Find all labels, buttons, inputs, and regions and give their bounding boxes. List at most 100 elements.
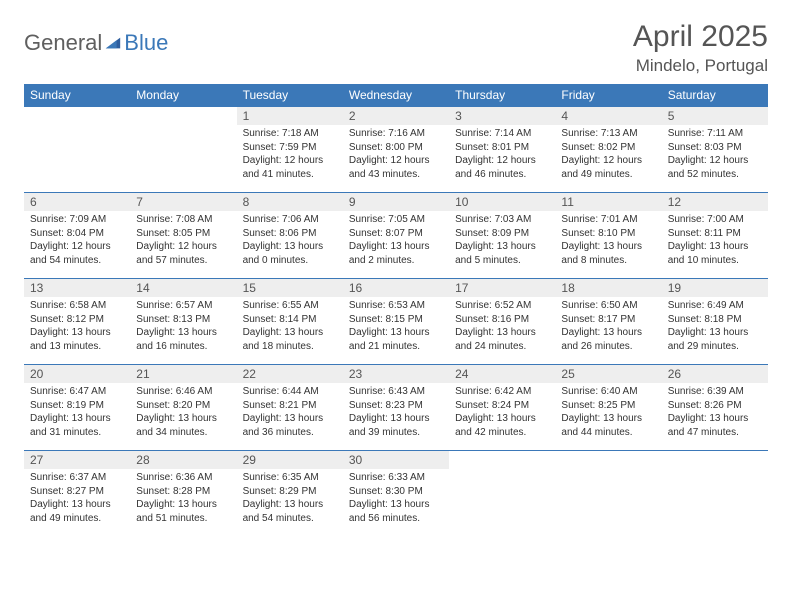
daylight-line: Daylight: 12 hours and 46 minutes. (455, 154, 549, 181)
sunrise-line: Sunrise: 7:09 AM (30, 213, 124, 227)
daylight-line: Daylight: 13 hours and 39 minutes. (349, 412, 443, 439)
day-details: Sunrise: 6:43 AMSunset: 8:23 PMDaylight:… (343, 383, 449, 443)
sunset-line: Sunset: 7:59 PM (243, 141, 337, 155)
sunset-line: Sunset: 8:13 PM (136, 313, 230, 327)
sunrise-line: Sunrise: 6:40 AM (561, 385, 655, 399)
daylight-line: Daylight: 13 hours and 31 minutes. (30, 412, 124, 439)
day-number: 18 (555, 279, 661, 297)
calendar-week: 20Sunrise: 6:47 AMSunset: 8:19 PMDayligh… (24, 365, 768, 451)
sunset-line: Sunset: 8:18 PM (668, 313, 762, 327)
day-details: Sunrise: 7:06 AMSunset: 8:06 PMDaylight:… (237, 211, 343, 271)
calendar-cell: 16Sunrise: 6:53 AMSunset: 8:15 PMDayligh… (343, 279, 449, 365)
day-number: 25 (555, 365, 661, 383)
calendar-cell (555, 451, 661, 537)
daylight-line: Daylight: 13 hours and 13 minutes. (30, 326, 124, 353)
daylight-line: Daylight: 13 hours and 42 minutes. (455, 412, 549, 439)
sunrise-line: Sunrise: 6:52 AM (455, 299, 549, 313)
calendar-cell: 14Sunrise: 6:57 AMSunset: 8:13 PMDayligh… (130, 279, 236, 365)
daylight-line: Daylight: 13 hours and 49 minutes. (30, 498, 124, 525)
sunset-line: Sunset: 8:07 PM (349, 227, 443, 241)
title-block: April 2025 Mindelo, Portugal (633, 20, 768, 76)
day-header-row: SundayMondayTuesdayWednesdayThursdayFrid… (24, 84, 768, 107)
day-details: Sunrise: 7:18 AMSunset: 7:59 PMDaylight:… (237, 125, 343, 185)
day-number: 20 (24, 365, 130, 383)
daylight-line: Daylight: 13 hours and 36 minutes. (243, 412, 337, 439)
sunrise-line: Sunrise: 7:14 AM (455, 127, 549, 141)
calendar-cell: 11Sunrise: 7:01 AMSunset: 8:10 PMDayligh… (555, 193, 661, 279)
sunrise-line: Sunrise: 6:58 AM (30, 299, 124, 313)
sunset-line: Sunset: 8:02 PM (561, 141, 655, 155)
calendar-week: 13Sunrise: 6:58 AMSunset: 8:12 PMDayligh… (24, 279, 768, 365)
day-number: 30 (343, 451, 449, 469)
sunset-line: Sunset: 8:28 PM (136, 485, 230, 499)
location-label: Mindelo, Portugal (633, 56, 768, 76)
calendar-cell: 23Sunrise: 6:43 AMSunset: 8:23 PMDayligh… (343, 365, 449, 451)
day-details: Sunrise: 6:39 AMSunset: 8:26 PMDaylight:… (662, 383, 768, 443)
logo-text-blue: Blue (124, 30, 168, 56)
calendar-cell: 28Sunrise: 6:36 AMSunset: 8:28 PMDayligh… (130, 451, 236, 537)
day-header: Sunday (24, 84, 130, 107)
daylight-line: Daylight: 13 hours and 44 minutes. (561, 412, 655, 439)
sunrise-line: Sunrise: 6:46 AM (136, 385, 230, 399)
day-number: 21 (130, 365, 236, 383)
calendar-body: 1Sunrise: 7:18 AMSunset: 7:59 PMDaylight… (24, 107, 768, 537)
day-number: 11 (555, 193, 661, 211)
sunrise-line: Sunrise: 7:08 AM (136, 213, 230, 227)
sunrise-line: Sunrise: 6:39 AM (668, 385, 762, 399)
sunrise-line: Sunrise: 6:37 AM (30, 471, 124, 485)
daylight-line: Daylight: 12 hours and 54 minutes. (30, 240, 124, 267)
logo: General Blue (24, 20, 168, 56)
calendar-cell: 21Sunrise: 6:46 AMSunset: 8:20 PMDayligh… (130, 365, 236, 451)
sunrise-line: Sunrise: 7:16 AM (349, 127, 443, 141)
day-number: 5 (662, 107, 768, 125)
sunset-line: Sunset: 8:04 PM (30, 227, 124, 241)
day-number: 26 (662, 365, 768, 383)
day-details: Sunrise: 6:49 AMSunset: 8:18 PMDaylight:… (662, 297, 768, 357)
calendar-cell (449, 451, 555, 537)
daylight-line: Daylight: 13 hours and 26 minutes. (561, 326, 655, 353)
calendar-cell: 29Sunrise: 6:35 AMSunset: 8:29 PMDayligh… (237, 451, 343, 537)
sunset-line: Sunset: 8:25 PM (561, 399, 655, 413)
calendar-table: SundayMondayTuesdayWednesdayThursdayFrid… (24, 84, 768, 537)
day-number: 27 (24, 451, 130, 469)
sunset-line: Sunset: 8:16 PM (455, 313, 549, 327)
daylight-line: Daylight: 12 hours and 49 minutes. (561, 154, 655, 181)
daylight-line: Daylight: 13 hours and 51 minutes. (136, 498, 230, 525)
sunset-line: Sunset: 8:19 PM (30, 399, 124, 413)
day-details: Sunrise: 6:33 AMSunset: 8:30 PMDaylight:… (343, 469, 449, 529)
calendar-cell: 19Sunrise: 6:49 AMSunset: 8:18 PMDayligh… (662, 279, 768, 365)
sunset-line: Sunset: 8:24 PM (455, 399, 549, 413)
daylight-line: Daylight: 13 hours and 16 minutes. (136, 326, 230, 353)
calendar-cell: 3Sunrise: 7:14 AMSunset: 8:01 PMDaylight… (449, 107, 555, 193)
daylight-line: Daylight: 12 hours and 43 minutes. (349, 154, 443, 181)
day-details: Sunrise: 6:46 AMSunset: 8:20 PMDaylight:… (130, 383, 236, 443)
calendar-week: 27Sunrise: 6:37 AMSunset: 8:27 PMDayligh… (24, 451, 768, 537)
day-number: 9 (343, 193, 449, 211)
sunset-line: Sunset: 8:00 PM (349, 141, 443, 155)
sunset-line: Sunset: 8:17 PM (561, 313, 655, 327)
calendar-cell: 30Sunrise: 6:33 AMSunset: 8:30 PMDayligh… (343, 451, 449, 537)
day-number: 16 (343, 279, 449, 297)
day-details: Sunrise: 6:50 AMSunset: 8:17 PMDaylight:… (555, 297, 661, 357)
day-details: Sunrise: 6:58 AMSunset: 8:12 PMDaylight:… (24, 297, 130, 357)
calendar-cell: 22Sunrise: 6:44 AMSunset: 8:21 PMDayligh… (237, 365, 343, 451)
sunset-line: Sunset: 8:30 PM (349, 485, 443, 499)
sunrise-line: Sunrise: 6:57 AM (136, 299, 230, 313)
daylight-line: Daylight: 12 hours and 52 minutes. (668, 154, 762, 181)
sunrise-line: Sunrise: 6:43 AM (349, 385, 443, 399)
sunrise-line: Sunrise: 6:33 AM (349, 471, 443, 485)
sunrise-line: Sunrise: 6:53 AM (349, 299, 443, 313)
calendar-cell: 15Sunrise: 6:55 AMSunset: 8:14 PMDayligh… (237, 279, 343, 365)
sunrise-line: Sunrise: 6:49 AM (668, 299, 762, 313)
day-number: 7 (130, 193, 236, 211)
day-details: Sunrise: 6:57 AMSunset: 8:13 PMDaylight:… (130, 297, 236, 357)
calendar-cell: 9Sunrise: 7:05 AMSunset: 8:07 PMDaylight… (343, 193, 449, 279)
day-details: Sunrise: 7:05 AMSunset: 8:07 PMDaylight:… (343, 211, 449, 271)
sunrise-line: Sunrise: 6:44 AM (243, 385, 337, 399)
calendar-cell: 26Sunrise: 6:39 AMSunset: 8:26 PMDayligh… (662, 365, 768, 451)
day-number: 13 (24, 279, 130, 297)
day-details: Sunrise: 7:03 AMSunset: 8:09 PMDaylight:… (449, 211, 555, 271)
sunset-line: Sunset: 8:01 PM (455, 141, 549, 155)
calendar-cell: 5Sunrise: 7:11 AMSunset: 8:03 PMDaylight… (662, 107, 768, 193)
day-details: Sunrise: 7:11 AMSunset: 8:03 PMDaylight:… (662, 125, 768, 185)
